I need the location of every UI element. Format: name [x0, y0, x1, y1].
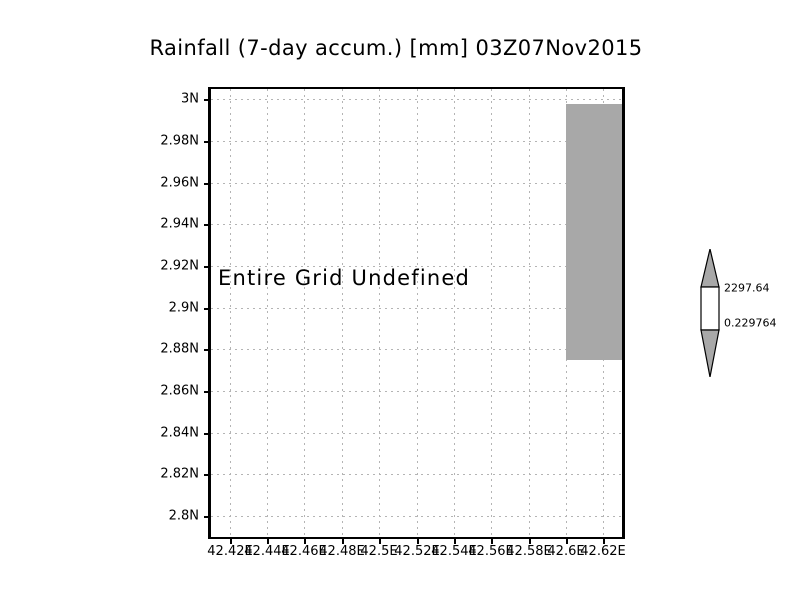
- gridline-horizontal: [211, 474, 622, 475]
- colorbar-low-label: 0.229764: [724, 316, 777, 330]
- plot-border-top: [208, 87, 625, 89]
- tick-mark-y: [204, 433, 211, 435]
- tick-mark-x: [603, 537, 605, 544]
- gridline-vertical: [529, 89, 530, 537]
- tick-mark-y: [204, 224, 211, 226]
- entire-grid-undefined-message: Entire Grid Undefined: [218, 266, 471, 290]
- page-title: Rainfall (7-day accum.) [mm] 03Z07Nov201…: [149, 36, 643, 60]
- x-axis-tick-label: 42.54E: [431, 544, 477, 559]
- y-axis-tick-label: 2.84N: [160, 425, 199, 441]
- y-axis-tick-label: 2.8N: [168, 508, 199, 524]
- gridline-vertical: [379, 89, 380, 537]
- gridline-horizontal: [211, 433, 622, 434]
- gridline-horizontal: [211, 516, 622, 517]
- y-axis-tick-label: 3N: [181, 91, 199, 107]
- tick-mark-y: [204, 474, 211, 476]
- tick-mark-x: [529, 537, 531, 544]
- tick-mark-y: [204, 99, 211, 101]
- x-axis-tick-label: 42.5E: [360, 544, 398, 559]
- tick-mark-y: [204, 308, 211, 310]
- gridline-horizontal: [211, 141, 622, 142]
- tick-mark-y: [204, 516, 211, 518]
- tick-mark-y: [204, 391, 211, 393]
- tick-mark-x: [491, 537, 493, 544]
- y-axis-tick-label: 2.94N: [160, 216, 199, 232]
- tick-mark-x: [417, 537, 419, 544]
- x-axis-tick-label: 42.42E: [207, 544, 253, 559]
- tick-mark-x: [304, 537, 306, 544]
- tick-mark-y: [204, 183, 211, 185]
- y-axis-tick-label: 2.98N: [160, 133, 199, 149]
- plot-axis-bottom: [208, 535, 625, 539]
- gridline-horizontal: [211, 266, 622, 267]
- gridline-vertical: [267, 89, 268, 537]
- tick-mark-y: [204, 141, 211, 143]
- y-axis-tick-label: 2.9N: [168, 300, 199, 316]
- x-axis-tick-label: 42.48E: [319, 544, 365, 559]
- gridline-horizontal: [211, 349, 622, 350]
- y-axis-tick-label: 2.82N: [160, 466, 199, 482]
- gridline-vertical: [491, 89, 492, 537]
- gridline-vertical: [304, 89, 305, 537]
- data-region-fill: [566, 104, 622, 360]
- colorbar-shape: [700, 249, 720, 377]
- tick-mark-y: [204, 266, 211, 268]
- plot-border-right: [621, 87, 625, 539]
- y-axis-tick-label: 2.86N: [160, 383, 199, 399]
- gridline-horizontal: [211, 308, 622, 309]
- colorbar-high-label: 2297.64: [724, 281, 770, 295]
- x-axis-tick-label: 42.6E: [547, 544, 585, 559]
- tick-mark-y: [204, 349, 211, 351]
- plot-axis-left: [208, 87, 212, 539]
- colorbar-legend[interactable]: [697, 249, 723, 377]
- y-axis-tick-label: 2.92N: [160, 258, 199, 274]
- y-axis-tick-label: 2.96N: [160, 175, 199, 191]
- y-axis-tick-label: 2.88N: [160, 341, 199, 357]
- gridline-vertical: [342, 89, 343, 537]
- tick-mark-x: [267, 537, 269, 544]
- gridline-horizontal: [211, 391, 622, 392]
- x-axis-tick-label: 42.56E: [468, 544, 514, 559]
- x-axis-tick-label: 42.62E: [580, 544, 626, 559]
- gridline-horizontal: [211, 183, 622, 184]
- tick-mark-x: [379, 537, 381, 544]
- gridline-vertical: [417, 89, 418, 537]
- x-axis-tick-label: 42.44E: [244, 544, 290, 559]
- tick-mark-x: [230, 537, 232, 544]
- gridline-horizontal: [211, 99, 622, 100]
- tick-mark-x: [454, 537, 456, 544]
- gridline-vertical: [230, 89, 231, 537]
- tick-mark-x: [342, 537, 344, 544]
- gridline-vertical: [454, 89, 455, 537]
- x-axis-tick-label: 42.58E: [506, 544, 552, 559]
- x-axis-tick-label: 42.46E: [281, 544, 327, 559]
- gridline-horizontal: [211, 224, 622, 225]
- plot-area[interactable]: [204, 89, 622, 544]
- x-axis-tick-label: 42.52E: [394, 544, 440, 559]
- tick-mark-x: [566, 537, 568, 544]
